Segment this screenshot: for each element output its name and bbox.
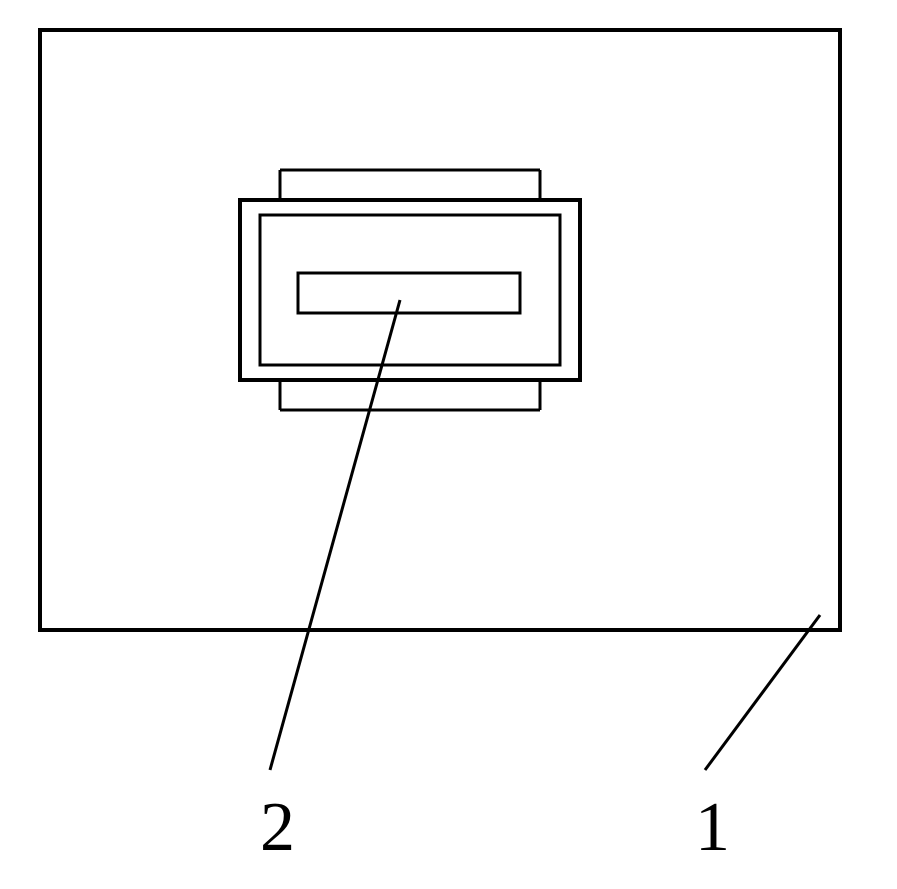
reference-label-1: 1 — [695, 789, 730, 866]
reference-label-2: 2 — [260, 789, 295, 866]
leader-line-2 — [270, 300, 400, 770]
port-slot — [298, 273, 520, 313]
leader-line-1 — [705, 615, 820, 770]
port-outer-frame — [240, 200, 580, 380]
port-inner-frame — [260, 215, 560, 365]
outer-panel — [40, 30, 840, 630]
